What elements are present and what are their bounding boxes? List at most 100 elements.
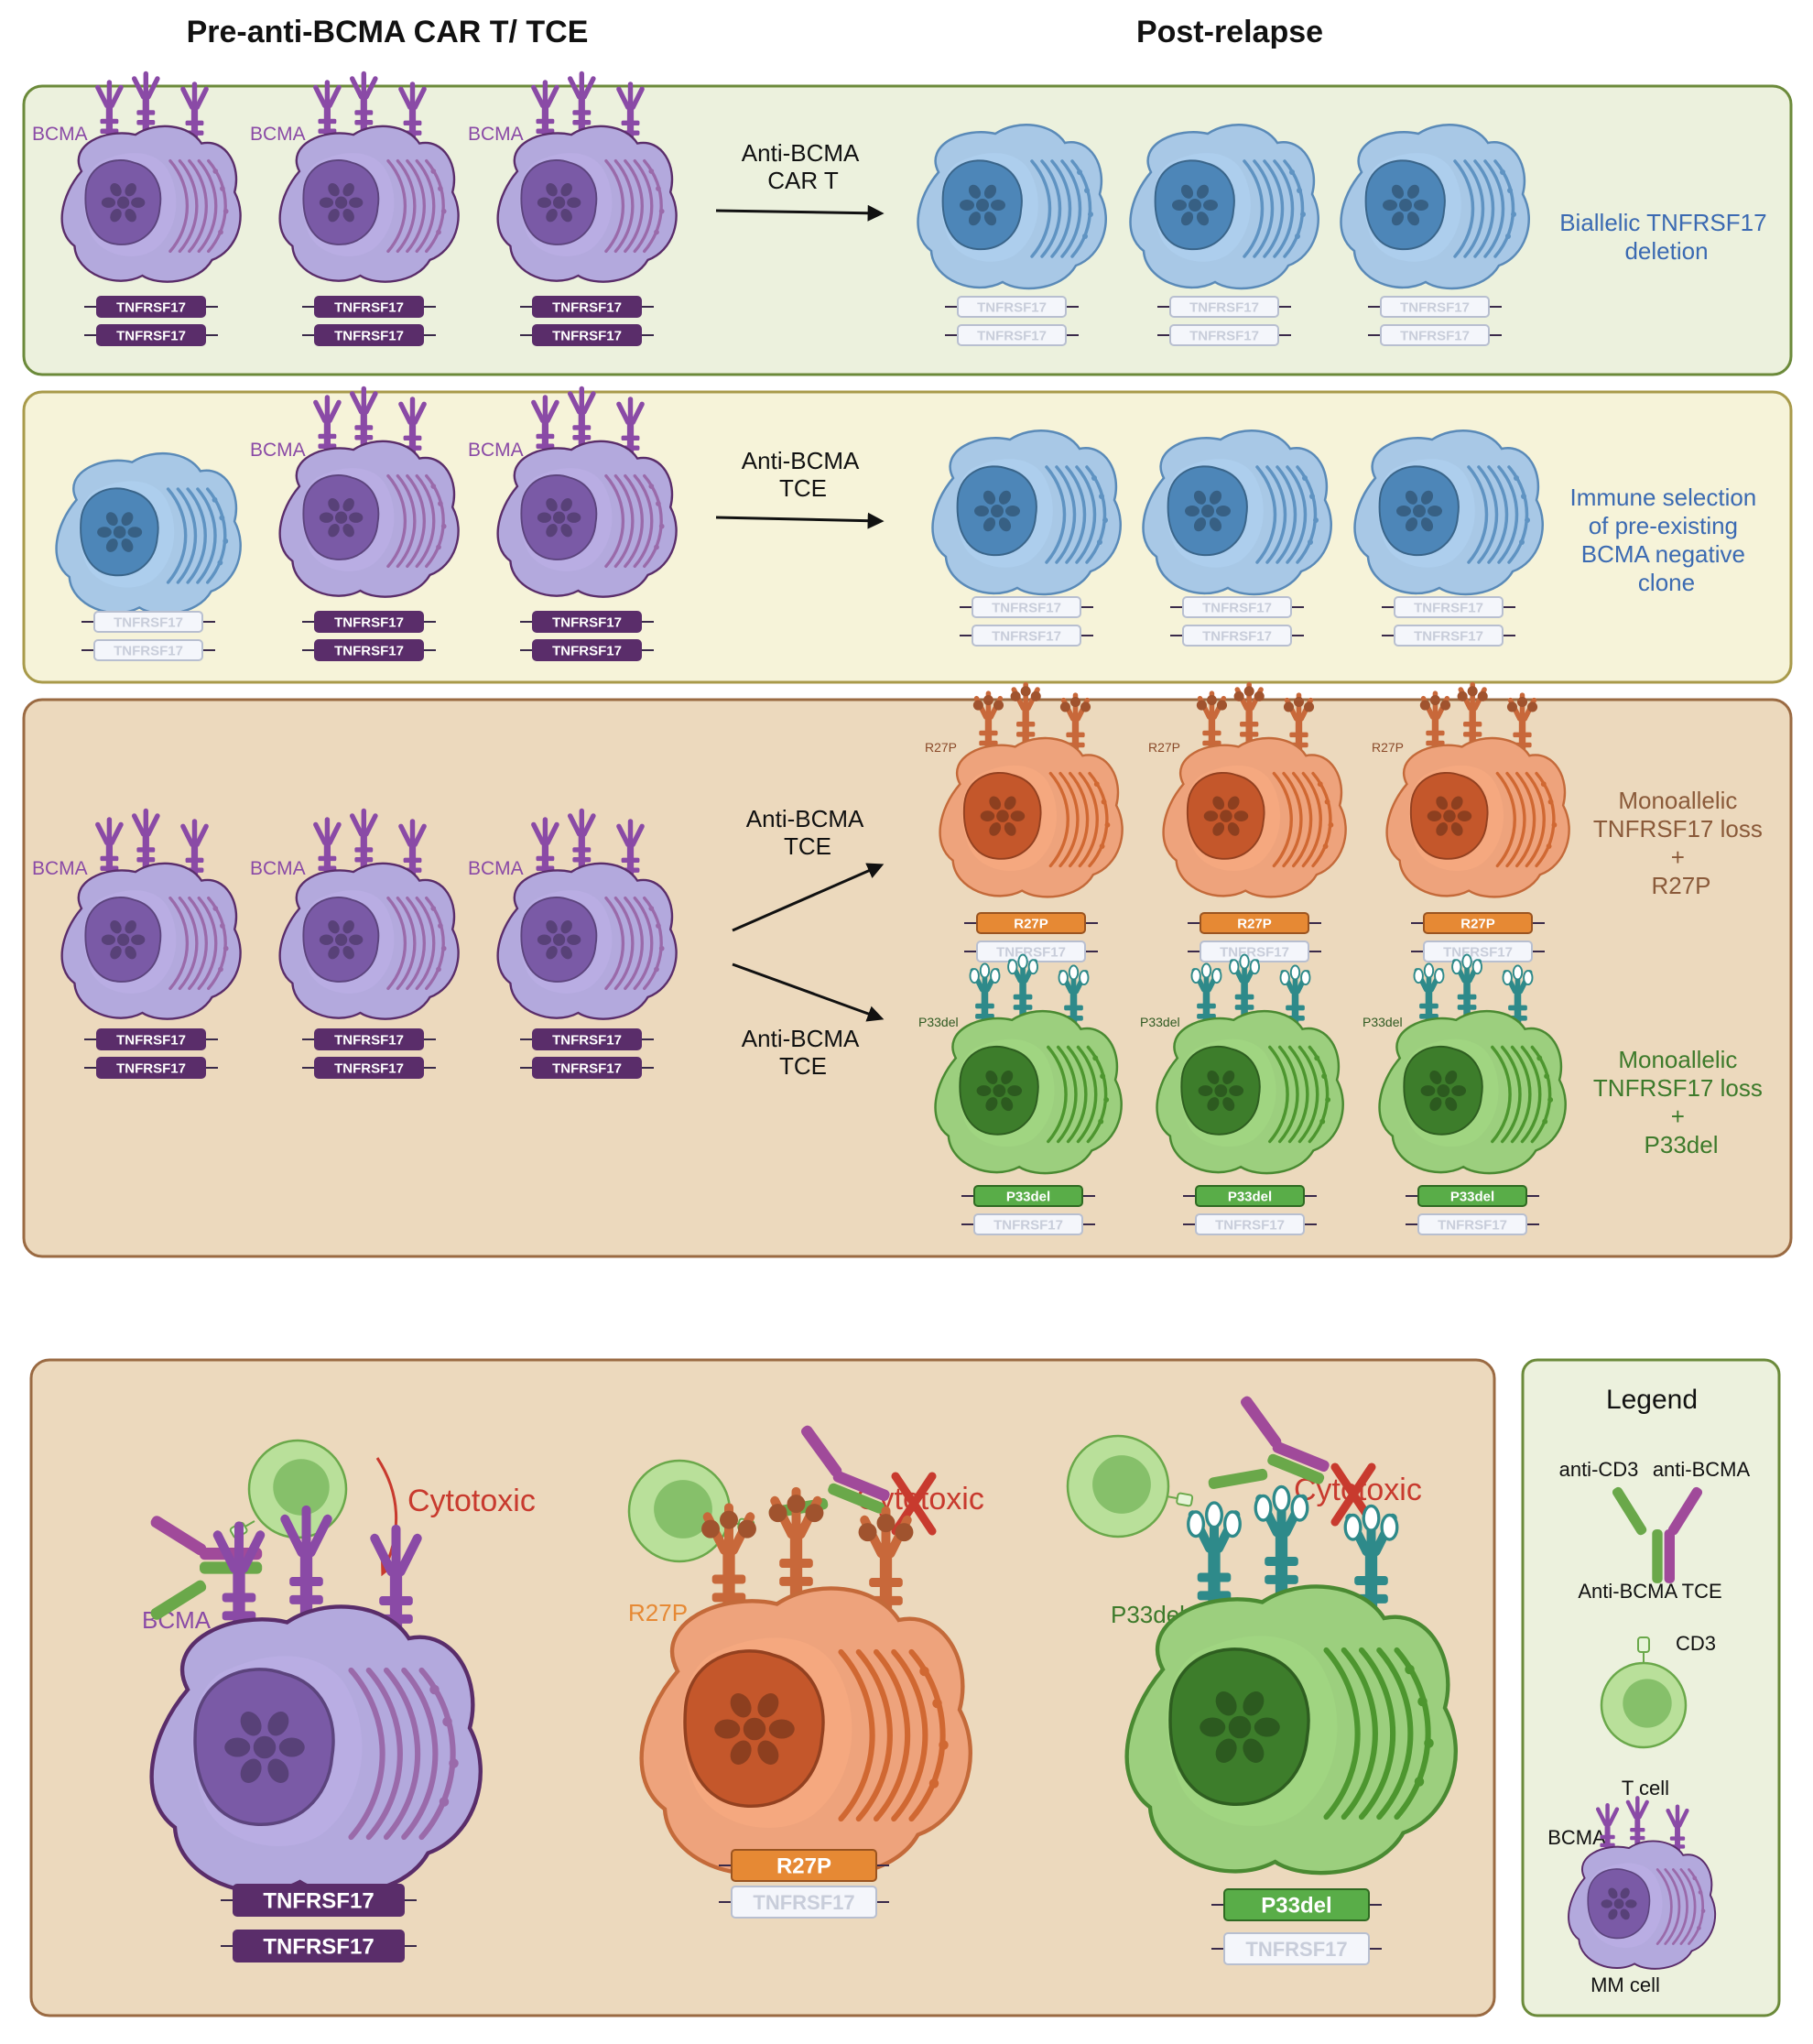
legend-anti-cd3: anti-CD3 (1559, 1458, 1639, 1481)
gene-tnfrsf17: TNFRSF17 (221, 1884, 417, 1917)
figure-graphics: BCMA TNFRSF17 TNFRSF17 BCMA TNFRSF17 TNFRSF17… (32, 71, 1717, 1970)
svg-text:TNFRSF17: TNFRSF17 (1215, 1217, 1285, 1233)
outcome-p33del: Monoallelic TNFRSF17 loss + P33del (1593, 1046, 1769, 1158)
mm-cell-bcma-negative (917, 124, 1107, 290)
svg-text:TNFRSF17: TNFRSF17 (552, 1060, 622, 1076)
svg-text:TNFRSF17: TNFRSF17 (1400, 328, 1470, 343)
mm-cell-p33del (1156, 953, 1344, 1175)
svg-text:TNFRSF17: TNFRSF17 (116, 1032, 186, 1048)
gene-r27p: R27P (1411, 912, 1545, 934)
header-post: Post-relapse (1136, 15, 1323, 49)
mm-cell-bcma-positive (496, 71, 678, 283)
svg-text:TNFRSF17: TNFRSF17 (1443, 944, 1513, 960)
svg-text:TNFRSF17: TNFRSF17 (552, 643, 622, 658)
bcma-receptor (1457, 681, 1488, 751)
mm-cell-bcma-negative (55, 451, 242, 615)
bcma-receptor (131, 71, 160, 138)
arrow-tce-panel2 (715, 512, 885, 529)
gene-tnfrsf17: TNFRSF17 (302, 639, 436, 661)
bcma-receptor (349, 808, 378, 875)
svg-text:TNFRSF17: TNFRSF17 (1220, 944, 1289, 960)
svg-text:TNFRSF17: TNFRSF17 (116, 299, 186, 315)
svg-text:TNFRSF17: TNFRSF17 (552, 1032, 622, 1048)
mm-cell-bcma-positive (496, 386, 678, 598)
bcma-receptor (972, 690, 1004, 760)
bcma-receptor (567, 808, 596, 875)
gene-p33del: P33del (1183, 1185, 1317, 1207)
legend-anti-bcma: anti-BCMA (1653, 1458, 1751, 1481)
bcma-receptor (180, 819, 209, 886)
cd3-receptor (1166, 1492, 1194, 1507)
outcome-panel-1: Biallelic TNFRSF17 deletion (1559, 209, 1774, 265)
arrow-label-tce-panel2: Anti-BCMA TCE (742, 447, 864, 502)
svg-text:TNFRSF17: TNFRSF17 (263, 1889, 374, 1914)
svg-text:TNFRSF17: TNFRSF17 (552, 328, 622, 343)
bcma-receptor (858, 1506, 914, 1630)
bcma-receptor (567, 386, 596, 453)
legend-tcell-label: T cell (1622, 1777, 1669, 1799)
bcma-label: BCMA (468, 858, 524, 879)
gene-tnfrsf17-deleted: TNFRSF17 (961, 1213, 1095, 1235)
header-pre: Pre-anti-BCMA CAR T/ TCE (187, 15, 589, 49)
gene-tnfrsf17: TNFRSF17 (302, 296, 436, 318)
mutation-label-r27p: R27P (1372, 740, 1404, 755)
svg-text:TNFRSF17: TNFRSF17 (1202, 628, 1272, 644)
svg-text:TNFRSF17: TNFRSF17 (263, 1935, 374, 1960)
gene-tnfrsf17-deleted: TNFRSF17 (1368, 296, 1502, 318)
gene-tnfrsf17-deleted: TNFRSF17 (945, 324, 1079, 346)
gene-tnfrsf17-deleted: TNFRSF17 (964, 940, 1098, 962)
svg-text:TNFRSF17: TNFRSF17 (993, 1217, 1063, 1233)
gene-tnfrsf17-deleted: TNFRSF17 (960, 625, 1093, 647)
svg-text:TNFRSF17: TNFRSF17 (1438, 1217, 1507, 1233)
svg-text:TNFRSF17: TNFRSF17 (1414, 600, 1483, 615)
arrow-car-t (715, 204, 885, 222)
gene-tnfrsf17-deleted: TNFRSF17 (1406, 1213, 1539, 1235)
gene-tnfrsf17-deleted: TNFRSF17 (945, 296, 1079, 318)
gene-p33del-large: P33del (1211, 1888, 1382, 1921)
mm-cell-bcma-positive (278, 808, 460, 1020)
bcma-label: BCMA (468, 124, 524, 145)
bcma-receptor (567, 71, 596, 138)
gene-tnfrsf17: TNFRSF17 (84, 1028, 218, 1050)
svg-text:TNFRSF17: TNFRSF17 (114, 643, 183, 658)
gene-tnfrsf17: TNFRSF17 (520, 296, 654, 318)
gene-tnfrsf17-deleted: TNFRSF17 (81, 611, 215, 633)
svg-text:TNFRSF17: TNFRSF17 (334, 299, 404, 315)
mm-cell-large-bcma (149, 1505, 483, 1896)
bcma-receptor (1229, 953, 1260, 1024)
svg-text:TNFRSF17: TNFRSF17 (977, 299, 1047, 315)
gene-p33del: P33del (961, 1185, 1095, 1207)
svg-text:TNFRSF17: TNFRSF17 (1189, 299, 1259, 315)
mm-cell-bcma-negative (1353, 429, 1544, 596)
svg-text:P33del: P33del (1228, 1189, 1272, 1204)
gene-tnfrsf17-deleted: TNFRSF17 (1157, 324, 1291, 346)
bcma-label: BCMA (468, 440, 524, 461)
mm-cell-bcma-positive (496, 808, 678, 1020)
cd3-receptor (1637, 1636, 1650, 1663)
svg-text:TNFRSF17: TNFRSF17 (1245, 1938, 1347, 1961)
legend-mm-cell-icon (1568, 1796, 1717, 1970)
cytotoxic-label-1: Cytotoxic (407, 1484, 536, 1518)
bcma-receptor (280, 1505, 332, 1629)
gene-tnfrsf17-deleted: TNFRSF17 (1183, 1213, 1317, 1235)
bcma-receptor (1451, 953, 1482, 1024)
bcma-label: BCMA (32, 858, 88, 879)
gene-tnfrsf17-deleted: TNFRSF17 (1411, 940, 1545, 962)
gene-tnfrsf17-deleted: TNFRSF17 (1157, 296, 1291, 318)
gene-tnfrsf17: TNFRSF17 (520, 324, 654, 346)
gene-tnfrsf17-deleted: TNFRSF17 (1170, 596, 1304, 618)
mm-cell-r27p (1162, 681, 1347, 898)
bcma-receptor (768, 1486, 824, 1611)
panel-1-biallelic-deletion (22, 84, 1793, 376)
mm-cell-bcma-negative (1340, 124, 1530, 290)
svg-text:TNFRSF17: TNFRSF17 (552, 614, 622, 630)
gene-tnfrsf17: TNFRSF17 (84, 296, 218, 318)
gene-tnfrsf17: TNFRSF17 (520, 1057, 654, 1079)
mm-cell-large-p33del (1124, 1484, 1458, 1875)
bcma-receptor (531, 395, 559, 462)
bcma-receptor (1233, 681, 1265, 751)
legend-tce-icon (1612, 1486, 1703, 1583)
arrow-tce-r27p (732, 863, 885, 932)
bcma-receptor (349, 71, 378, 138)
bcma-receptor (1190, 962, 1222, 1033)
